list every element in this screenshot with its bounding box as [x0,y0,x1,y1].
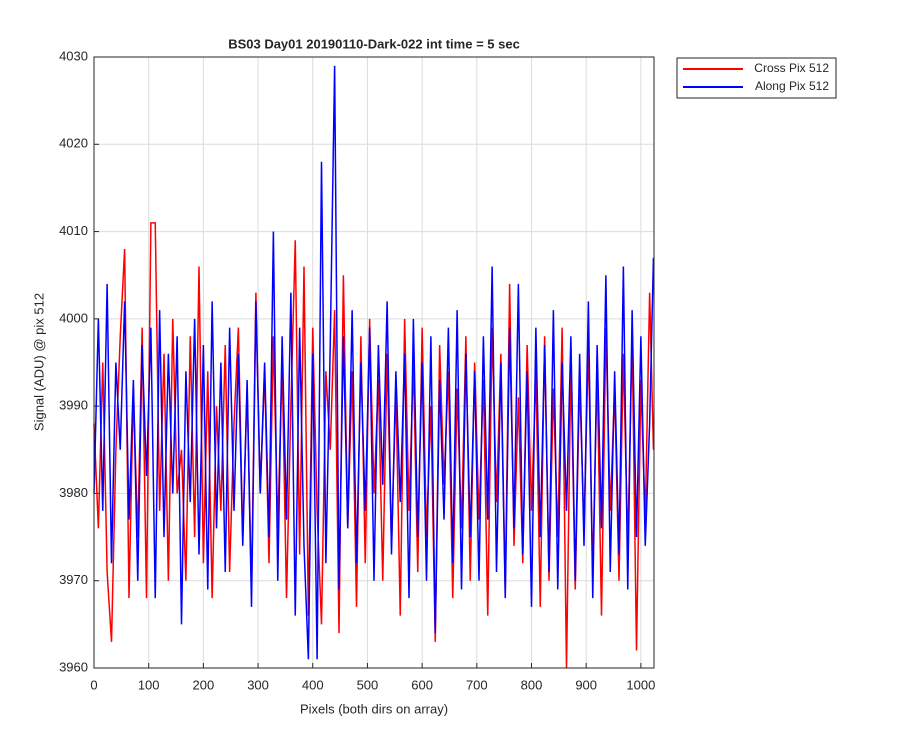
y-axis-label: Signal (ADU) @ pix 512 [31,293,46,431]
x-tick-label: 0 [90,677,97,692]
x-tick-label: 200 [193,677,215,692]
x-tick-label: 900 [575,677,597,692]
x-tick-label: 600 [411,677,433,692]
x-tick-label: 400 [302,677,324,692]
x-tick-label: 500 [357,677,379,692]
y-tick-label: 4020 [59,136,88,151]
x-tick-label: 800 [521,677,543,692]
x-tick-label: 1000 [626,677,655,692]
x-axis-label: Pixels (both dirs on array) [300,701,448,716]
chart-title: BS03 Day01 20190110-Dark-022 int time = … [228,36,520,51]
data-line [93,65,655,660]
y-tick-label: 3980 [59,485,88,500]
x-tick-label: 100 [138,677,160,692]
x-tick-label: 300 [247,677,269,692]
data-line [93,222,655,669]
axes-box [93,56,655,669]
y-tick-label: 4000 [59,310,88,325]
y-tick-label: 3990 [59,398,88,413]
x-tick-label: 700 [466,677,488,692]
y-tick-label: 3960 [59,659,88,674]
y-tick-label: 3970 [59,572,88,587]
y-tick-label: 4010 [59,223,88,238]
legend-box [676,57,837,99]
legend-label: Along Pix 512 [755,79,829,93]
y-tick-label: 4030 [59,48,88,63]
legend-label: Cross Pix 512 [754,61,829,75]
